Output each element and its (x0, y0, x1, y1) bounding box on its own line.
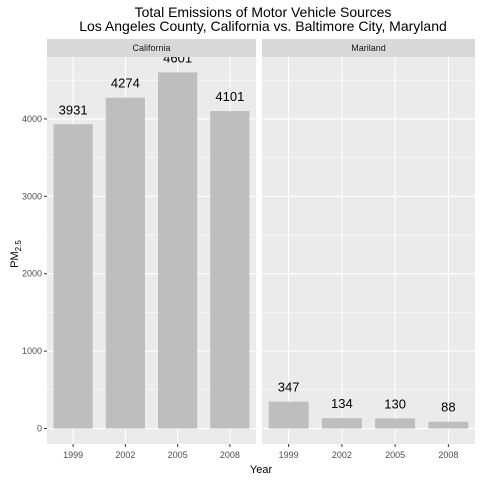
facet-strip-label: Mariland (351, 43, 386, 53)
data-label: 3931 (59, 102, 88, 117)
data-label: 347 (278, 380, 300, 395)
facet-strip-label: California (132, 43, 170, 53)
bar-mariland-1999 (269, 402, 309, 429)
y-tick-label: 3000 (22, 191, 42, 201)
x-axis-title: Year (250, 464, 273, 476)
x-tick-label: 1999 (279, 450, 299, 460)
data-label: 130 (384, 396, 406, 411)
data-label: 4101 (215, 89, 244, 104)
data-label: 4274 (111, 76, 140, 91)
x-tick-label: 2008 (220, 450, 240, 460)
y-tick-label: 1000 (22, 346, 42, 356)
x-tick-label: 1999 (63, 450, 83, 460)
x-tick-label: 2005 (385, 450, 405, 460)
y-tick-label: 4000 (22, 114, 42, 124)
bar-california-2008 (210, 111, 249, 428)
bar-mariland-2005 (375, 418, 415, 428)
y-axis-title-subscript: 2.5 (14, 240, 23, 252)
x-tick-label: 2002 (115, 450, 135, 460)
bar-mariland-2008 (428, 422, 468, 429)
chart-title-line2: Los Angeles County, California vs. Balti… (79, 18, 447, 34)
y-tick-label: 2000 (22, 269, 42, 279)
data-label: 88 (441, 400, 455, 415)
y-tick-label: 0 (37, 424, 42, 434)
y-axis-title: PM2.5 (9, 240, 23, 268)
x-tick-label: 2008 (438, 450, 458, 460)
bar-mariland-2002 (322, 418, 362, 428)
bar-california-2005 (158, 72, 197, 428)
y-axis-title-main: PM (9, 251, 21, 268)
bar-california-1999 (54, 124, 93, 428)
bar-california-2002 (106, 98, 145, 429)
data-label: 134 (331, 396, 353, 411)
x-tick-label: 2002 (332, 450, 352, 460)
x-tick-label: 2005 (168, 450, 188, 460)
